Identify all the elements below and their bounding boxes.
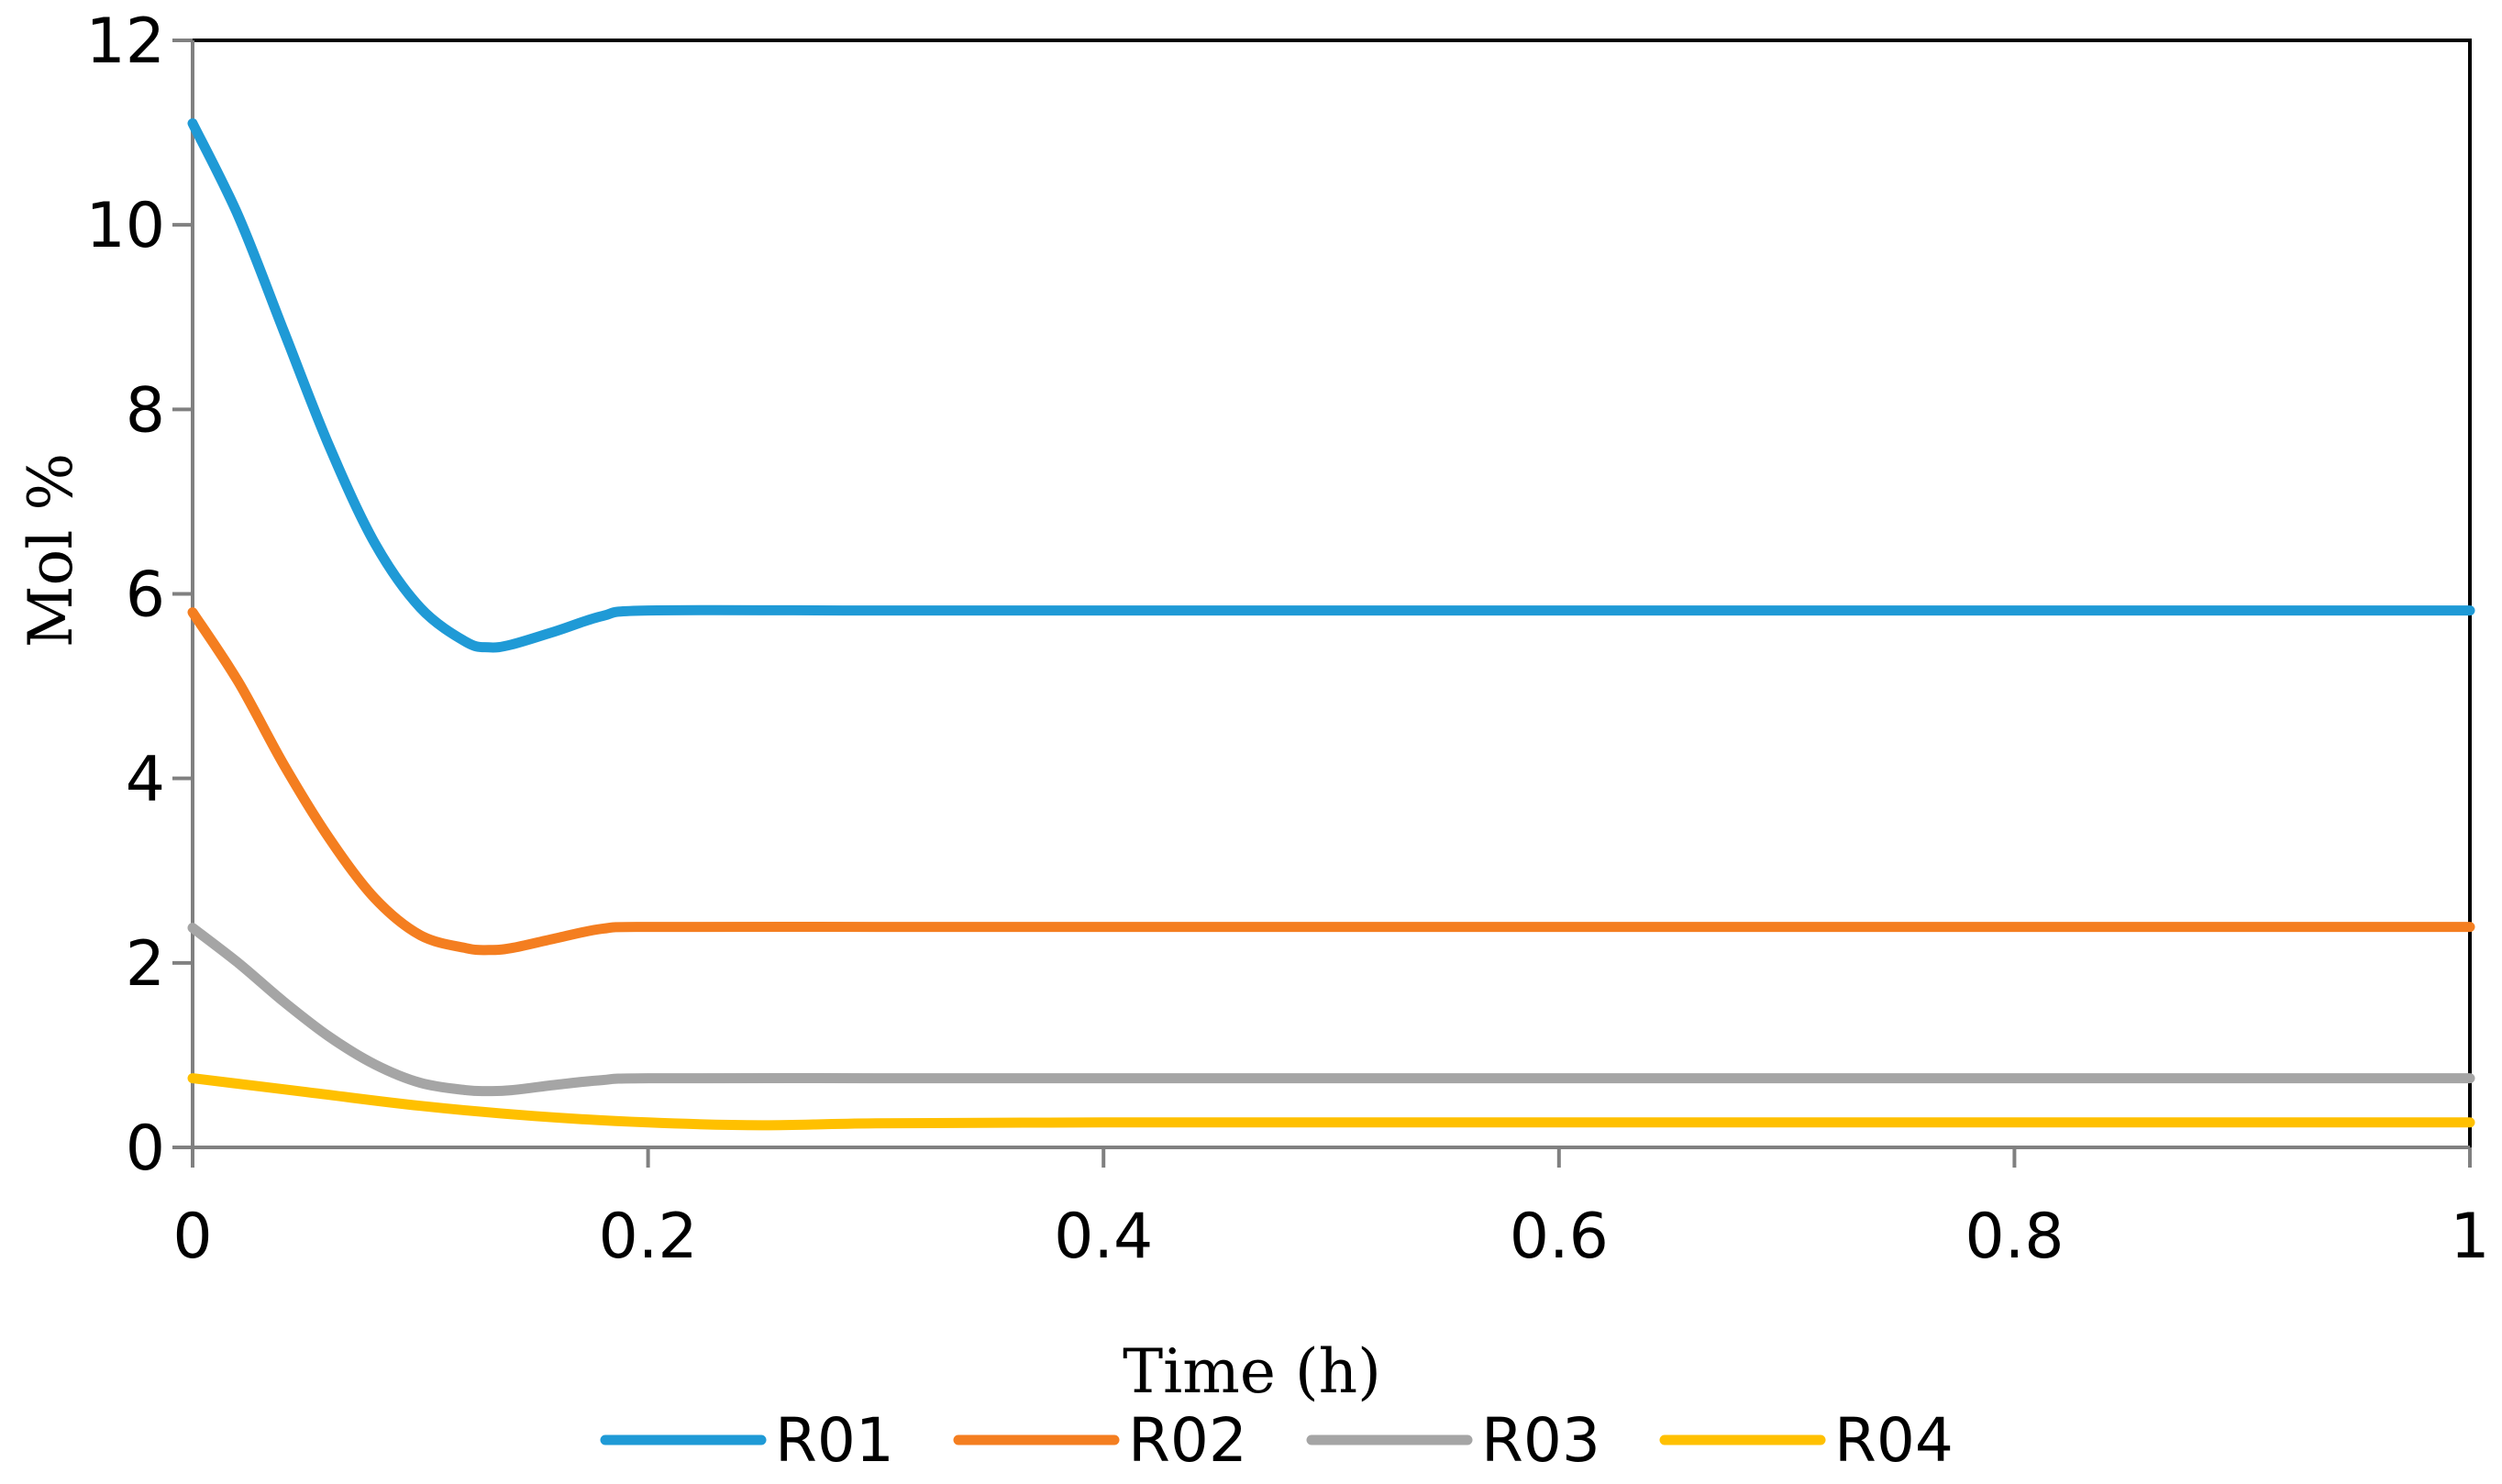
legend-item-r04: R04 (1659, 1405, 1954, 1476)
legend-label: R01 (775, 1405, 894, 1476)
y-tick-label: 0 (126, 1113, 165, 1185)
series-line-r01 (187, 118, 2475, 653)
legend-label: R02 (1128, 1405, 1247, 1476)
y-axis: 0 2 4 6 8 10 12 (85, 6, 194, 1185)
x-axis-title: Time (h) (1123, 1336, 1381, 1407)
y-axis-title: Mol % (16, 453, 86, 648)
legend: R01 R02 R03 R04 (600, 1405, 1954, 1476)
x-tick-label: 0.4 (1054, 1201, 1153, 1273)
x-axis: 0 0.2 0.4 0.6 0.8 1 (172, 1146, 2490, 1273)
legend-item-r03: R03 (1306, 1405, 1600, 1476)
series-line-r03 (187, 923, 2475, 1097)
series-lines (187, 118, 2475, 1131)
legend-item-r01: R01 (600, 1405, 894, 1476)
y-tick-label: 2 (126, 928, 165, 1001)
series-line-r02 (187, 607, 2475, 956)
plot-area (191, 39, 2472, 1149)
legend-item-r02: R02 (953, 1405, 1247, 1476)
legend-label: R03 (1481, 1405, 1600, 1476)
x-tick-label: 1 (2450, 1201, 2489, 1273)
y-tick-label: 4 (126, 744, 165, 816)
series-line-r04 (187, 1073, 2475, 1131)
x-tick-label: 0.2 (599, 1201, 698, 1273)
x-tick-label: 0.6 (1510, 1201, 1609, 1273)
x-tick-label: 0 (172, 1201, 212, 1273)
y-tick-label: 10 (85, 190, 165, 262)
legend-label: R04 (1834, 1405, 1954, 1476)
y-tick-label: 12 (85, 6, 165, 78)
y-tick-label: 6 (126, 559, 165, 632)
x-tick-label: 0.8 (1965, 1201, 2064, 1273)
y-tick-label: 8 (126, 374, 165, 447)
